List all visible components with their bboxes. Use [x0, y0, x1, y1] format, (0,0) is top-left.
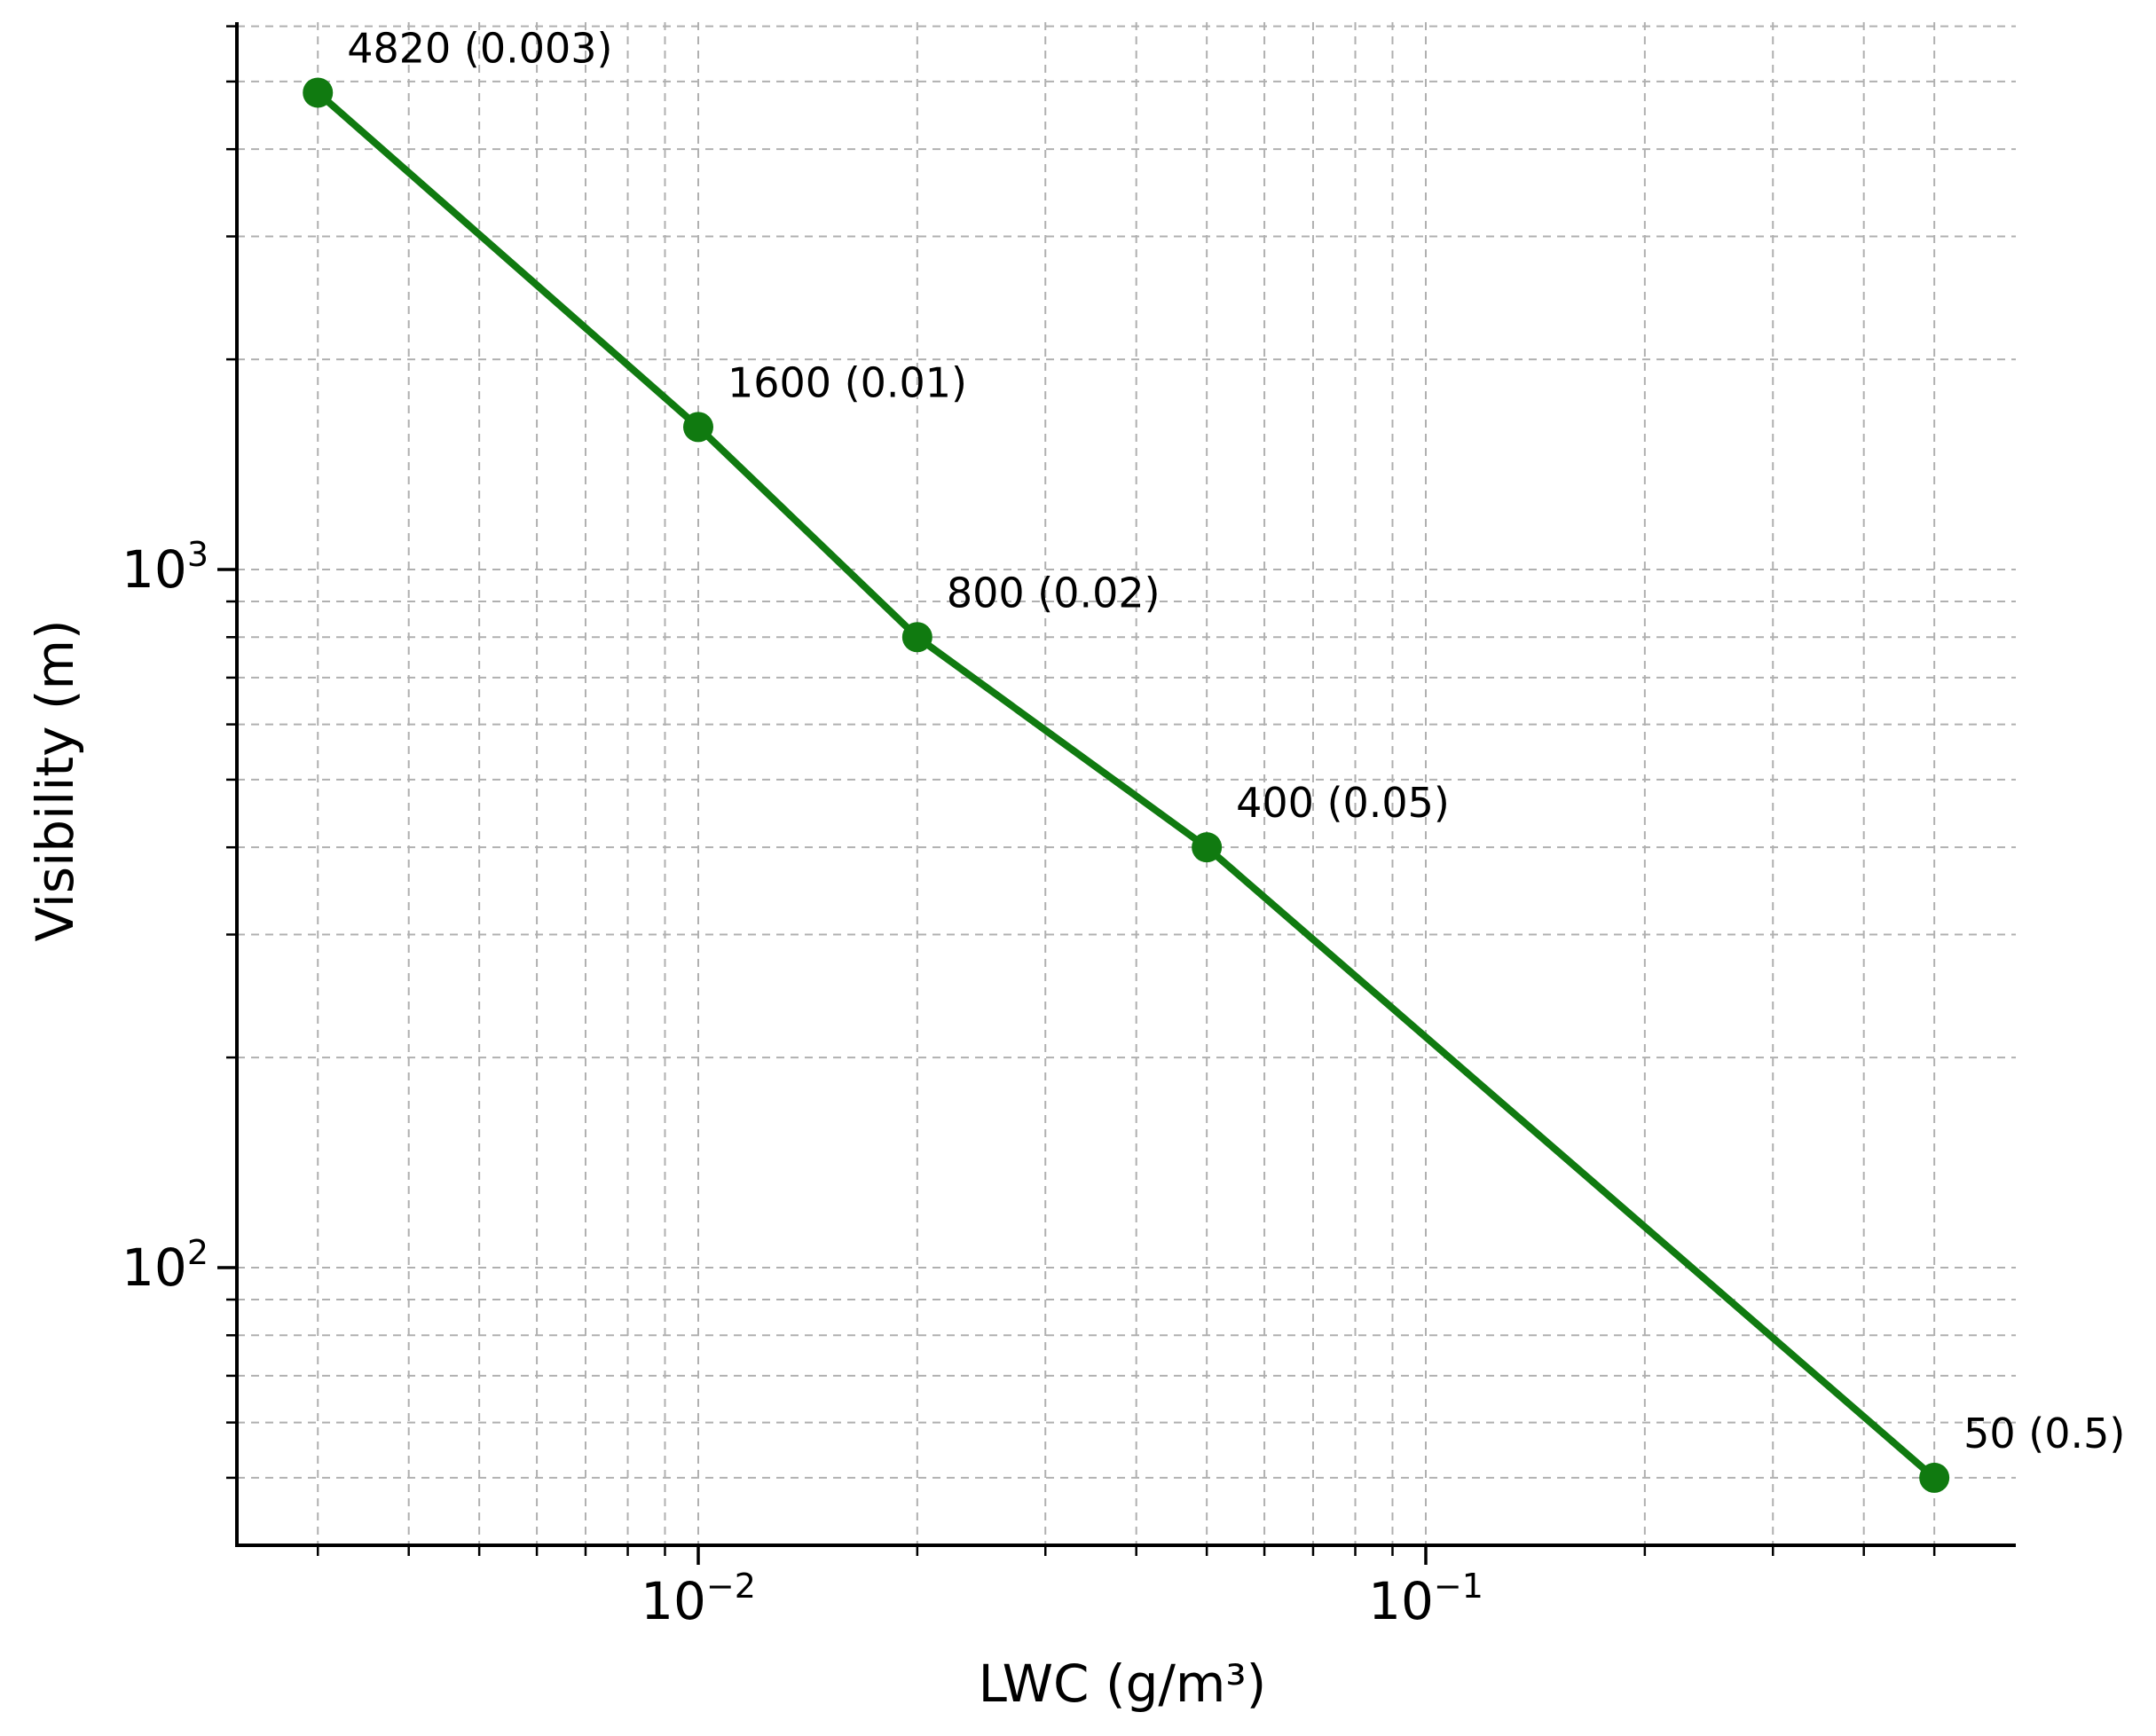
axis-ticks — [217, 25, 1936, 1565]
axis-spines — [235, 22, 2016, 1547]
y-tick-label: 103 — [122, 535, 209, 600]
x-tick-label: 10−2 — [641, 1567, 756, 1631]
y-axis-label: Visibility (m) — [25, 619, 85, 941]
data-point — [1192, 832, 1223, 863]
data-label: 800 (0.02) — [947, 569, 1161, 617]
grid — [237, 22, 2016, 1545]
series — [303, 77, 1950, 1493]
data-point — [303, 77, 334, 108]
data-label: 50 (0.5) — [1963, 1410, 2125, 1457]
x-tick-label: 10−1 — [1368, 1567, 1483, 1631]
x-axis-label: LWC (g/m³) — [979, 1654, 1267, 1714]
point-labels: 4820 (0.003) 1600 (0.01) 800 (0.02) 400 (0.… — [347, 24, 2125, 1457]
data-point — [1919, 1462, 1950, 1493]
data-point — [901, 622, 932, 653]
series-line — [315, 90, 1937, 1481]
data-label: 400 (0.05) — [1236, 779, 1450, 827]
data-label: 4820 (0.003) — [347, 24, 612, 72]
data-label: 1600 (0.01) — [728, 358, 967, 406]
y-tick-label: 102 — [122, 1233, 209, 1298]
data-point — [683, 412, 713, 443]
tick-labels: 10−2 10−1 102 103 — [122, 535, 1483, 1631]
